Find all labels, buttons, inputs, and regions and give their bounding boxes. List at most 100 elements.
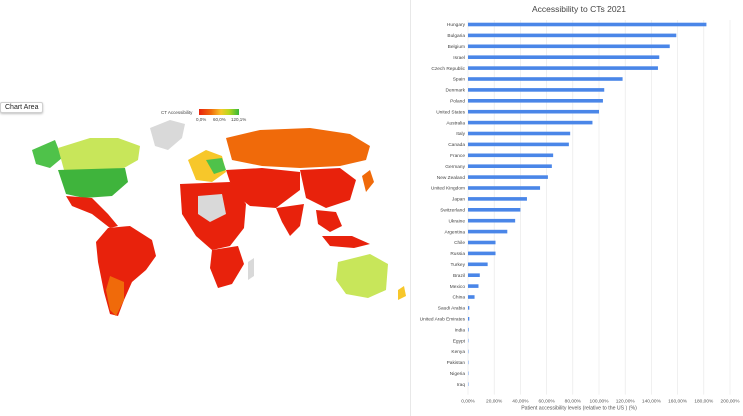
bar bbox=[468, 164, 552, 168]
bar bbox=[468, 229, 508, 234]
category-label: Russia bbox=[450, 251, 465, 257]
bar bbox=[468, 295, 475, 299]
bar-chart: Accessibility to CTs 2021 0,00% 20,00% 40,0… bbox=[420, 4, 741, 412]
world-choropleth-map bbox=[32, 120, 406, 316]
category-label: Saudi Arabia bbox=[438, 306, 466, 312]
map-africa-central bbox=[198, 194, 226, 222]
map-europe-west bbox=[188, 150, 226, 182]
panel-divider bbox=[410, 0, 411, 416]
bar bbox=[468, 33, 677, 38]
category-label: Turkey bbox=[451, 262, 466, 268]
bar bbox=[468, 153, 554, 158]
category-label: Mexico bbox=[450, 284, 466, 290]
x-tick-label: 40,00% bbox=[512, 399, 529, 405]
category-label: Italy bbox=[456, 131, 465, 137]
x-tick-label: 60,00% bbox=[538, 399, 555, 405]
map-south-america bbox=[96, 226, 156, 316]
category-label: New Zealand bbox=[437, 175, 466, 181]
map-greenland bbox=[150, 120, 185, 150]
map-argentina bbox=[106, 276, 124, 316]
category-label: Kenya bbox=[451, 349, 465, 355]
chart-title: Accessibility to CTs 2021 bbox=[532, 4, 626, 14]
bar bbox=[468, 131, 571, 136]
map-legend-tick: 0,0% bbox=[196, 117, 207, 122]
category-label: Ukraine bbox=[448, 218, 465, 224]
map-australia bbox=[336, 254, 388, 298]
map-russia bbox=[226, 128, 370, 168]
bar bbox=[468, 262, 488, 267]
bar bbox=[468, 142, 569, 147]
category-label: Denmark bbox=[446, 88, 466, 94]
map-legend-tick: 120,1% bbox=[231, 117, 247, 122]
map-legend-title: CT Accessibility bbox=[161, 110, 193, 115]
category-label: China bbox=[452, 295, 465, 301]
x-tick-label: 20,00% bbox=[486, 399, 503, 405]
bar bbox=[468, 327, 469, 332]
category-label: Belgium bbox=[448, 44, 465, 50]
category-label: Bulgaria bbox=[447, 33, 465, 39]
category-label: France bbox=[450, 153, 465, 159]
bar bbox=[468, 109, 599, 114]
category-label: United Arab Emirates bbox=[420, 317, 466, 323]
map-indonesia bbox=[322, 236, 370, 248]
category-label: Argentina bbox=[444, 229, 465, 235]
map-alaska bbox=[32, 140, 62, 168]
category-label: Nigeria bbox=[450, 371, 466, 377]
bar bbox=[468, 88, 605, 92]
map-middle-east bbox=[226, 168, 300, 208]
map-legend-gradient bbox=[199, 109, 239, 115]
x-tick-label: 180,00% bbox=[694, 399, 714, 405]
map-mexico bbox=[66, 196, 118, 228]
x-tick-label: 80,00% bbox=[565, 399, 582, 405]
world-map-panel: Chart Area CT Accessibility 0,0% 60,0% 1… bbox=[0, 102, 406, 316]
category-label: Pakistan bbox=[447, 360, 466, 366]
category-label: Iraq bbox=[457, 382, 466, 388]
category-label: Egypt bbox=[453, 338, 466, 344]
map-india bbox=[276, 204, 304, 236]
category-label: Spain bbox=[453, 77, 466, 83]
category-label: Switzerland bbox=[440, 208, 465, 214]
bar bbox=[468, 208, 521, 212]
chart-area-tooltip: Chart Area bbox=[0, 102, 44, 113]
map-usa bbox=[58, 168, 128, 198]
category-label: Japan bbox=[452, 197, 465, 203]
bar bbox=[468, 197, 527, 201]
bar bbox=[468, 99, 603, 103]
category-label: United Kingdom bbox=[431, 186, 465, 192]
x-tick-label: 200,00% bbox=[721, 399, 741, 405]
bar bbox=[468, 317, 470, 321]
bar bbox=[468, 175, 548, 179]
category-label: Canada bbox=[448, 142, 465, 148]
category-label: Australia bbox=[446, 120, 465, 126]
bar bbox=[468, 186, 541, 190]
category-label: Germany bbox=[445, 164, 465, 170]
map-legend-tick: 60,0% bbox=[213, 117, 226, 122]
map-africa-south bbox=[210, 246, 244, 288]
category-label: Chile bbox=[454, 240, 465, 246]
category-label: Brazil bbox=[453, 273, 465, 279]
map-canada bbox=[58, 138, 140, 170]
map-se-asia bbox=[316, 210, 342, 232]
x-axis-label: Patient accessibility levels (relative t… bbox=[521, 406, 637, 412]
bar bbox=[468, 55, 660, 59]
category-label: United States bbox=[436, 109, 465, 115]
x-tick-label: 140,00% bbox=[642, 399, 662, 405]
bar bbox=[468, 22, 707, 27]
bar bbox=[468, 44, 670, 49]
x-tick-label: 120,00% bbox=[616, 399, 636, 405]
category-label: India bbox=[455, 327, 466, 333]
bar bbox=[468, 284, 479, 288]
map-europe-central bbox=[206, 158, 226, 174]
bar bbox=[468, 120, 593, 125]
category-label: Israel bbox=[453, 55, 465, 61]
bar bbox=[468, 273, 480, 277]
bar bbox=[468, 251, 496, 256]
category-label: Hungary bbox=[447, 22, 466, 28]
category-label: Poland bbox=[450, 99, 465, 105]
bar bbox=[468, 77, 623, 81]
bar bbox=[468, 306, 470, 310]
category-label: Czech Republic bbox=[431, 66, 465, 72]
map-china bbox=[300, 168, 356, 208]
x-tick-label: 100,00% bbox=[590, 399, 610, 405]
x-tick-label: 0,00% bbox=[461, 399, 475, 405]
